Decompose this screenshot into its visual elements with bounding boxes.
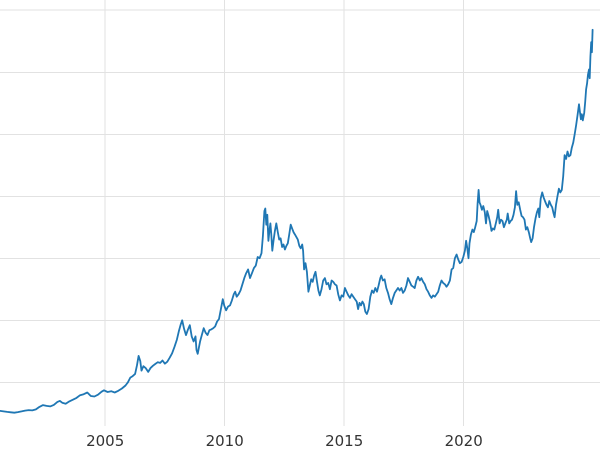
- x-tick-label: 2005: [86, 432, 124, 450]
- x-tick-label: 2015: [325, 432, 363, 450]
- x-tick-label: 2020: [445, 432, 483, 450]
- x-tick-label: 2010: [206, 432, 244, 450]
- price-line: [0, 28, 594, 414]
